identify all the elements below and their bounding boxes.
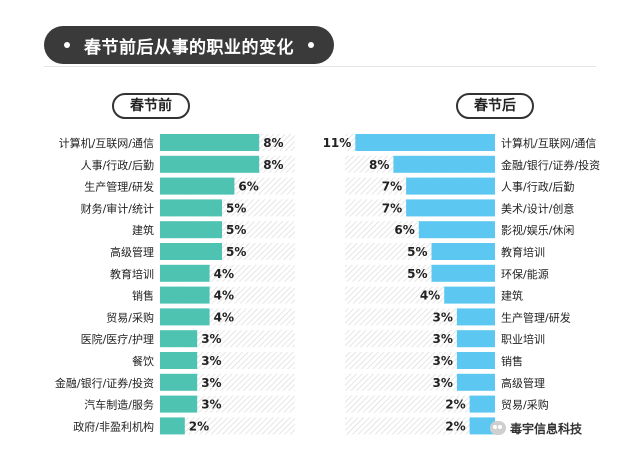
before-category-label: 高级管理 — [110, 245, 154, 259]
after-bar — [418, 221, 495, 239]
before-series: 计算机/互联网/通信 8% 人事/行政/后勤 8% 生产管理/研发 6% 财务/审计/统计 5… — [55, 134, 295, 435]
after-bar — [456, 308, 495, 326]
after-bar — [355, 134, 495, 151]
after-value-label: 5% — [407, 267, 427, 281]
before-category-label: 人事/行政/后勤 — [81, 158, 154, 172]
after-bar — [456, 373, 495, 391]
after-value-label: 2% — [445, 398, 465, 412]
after-category-label: 教育培训 — [501, 245, 545, 259]
after-value-label: 2% — [445, 419, 465, 433]
after-bar — [456, 352, 495, 369]
before-bar — [160, 373, 198, 391]
after-category-label: 销售 — [501, 354, 523, 368]
after-category-label: 职业培训 — [501, 332, 545, 346]
before-category-label: 建筑 — [132, 223, 154, 237]
before-value-label: 4% — [214, 310, 234, 324]
after-bar — [456, 330, 495, 348]
before-bar — [160, 330, 198, 348]
before-value-label: 3% — [201, 332, 221, 346]
after-bar — [444, 286, 495, 304]
title-underline — [44, 66, 596, 67]
after-category-label: 人事/行政/后勤 — [501, 180, 574, 194]
before-category-label: 财务/审计/统计 — [81, 201, 154, 215]
after-value-label: 6% — [394, 223, 414, 237]
after-category-label: 环保/能源 — [501, 267, 549, 281]
after-category-label: 计算机/互联网/通信 — [501, 136, 596, 150]
before-value-label: 4% — [214, 289, 234, 303]
before-tag: 春节前 — [112, 93, 190, 119]
after-bar — [431, 264, 495, 282]
before-bar — [160, 221, 222, 239]
after-category-label: 金融/银行/证券/投资 — [501, 158, 600, 172]
after-bar — [406, 199, 495, 217]
after-value-label: 3% — [433, 354, 453, 368]
after-bar-track — [345, 395, 495, 413]
before-bar — [160, 352, 198, 369]
before-category-label: 生产管理/研发 — [84, 180, 154, 194]
before-bar — [160, 286, 210, 304]
before-category-label: 贸易/采购 — [106, 310, 154, 324]
after-bar — [469, 395, 495, 413]
before-value-label: 8% — [263, 158, 283, 172]
after-bar — [406, 177, 495, 195]
after-value-label: 3% — [433, 332, 453, 346]
before-category-label: 计算机/互联网/通信 — [59, 136, 154, 150]
before-value-label: 3% — [201, 354, 221, 368]
before-bar — [160, 264, 210, 282]
before-category-label: 教育培训 — [110, 267, 154, 281]
before-category-label: 金融/银行/证券/投资 — [55, 376, 154, 390]
after-value-label: 8% — [369, 158, 389, 172]
before-value-label: 3% — [201, 398, 221, 412]
after-value-label: 5% — [407, 245, 427, 259]
before-bar — [160, 199, 222, 217]
before-bar — [160, 134, 260, 151]
after-bar — [469, 417, 495, 435]
before-bar — [160, 243, 222, 260]
after-series: 计算机/互联网/通信 11% 金融/银行/证券/投资 8% 人事/行政/后勤 7% 美术/设… — [323, 134, 600, 435]
after-value-label: 7% — [382, 201, 402, 215]
after-value-label: 3% — [433, 310, 453, 324]
title-banner: 春节前后从事的职业的变化 — [44, 26, 334, 64]
title-dot-right — [308, 42, 314, 48]
after-value-label: 3% — [433, 376, 453, 390]
before-bar — [160, 395, 198, 413]
before-category-label: 医院/医疗/护理 — [81, 332, 154, 346]
chart-title: 春节前后从事的职业的变化 — [84, 37, 294, 58]
after-value-label: 7% — [382, 180, 402, 194]
before-bar — [160, 155, 260, 173]
after-value-label: 4% — [420, 289, 440, 303]
before-value-label: 4% — [214, 267, 234, 281]
after-category-label: 美术/设计/创意 — [501, 201, 574, 215]
watermark: 毒宇信息科技 — [490, 419, 582, 437]
before-category-label: 汽车制造/服务 — [84, 398, 154, 412]
before-value-label: 6% — [238, 180, 258, 194]
after-category-label: 建筑 — [501, 289, 523, 303]
after-category-label: 贸易/采购 — [501, 398, 549, 412]
watermark-text: 毒宇信息科技 — [510, 421, 583, 436]
before-value-label: 5% — [226, 223, 246, 237]
before-value-label: 5% — [226, 245, 246, 259]
wechat-icon — [490, 421, 506, 435]
after-category-label: 生产管理/研发 — [501, 310, 571, 324]
after-bar-track — [345, 417, 495, 435]
after-category-label: 影视/娱乐/休闲 — [501, 223, 574, 237]
before-category-label: 销售 — [132, 289, 154, 303]
after-bar — [431, 243, 495, 260]
after-bar — [393, 155, 495, 173]
before-value-label: 8% — [263, 136, 283, 150]
title-dot-left — [64, 42, 70, 48]
before-bar — [160, 177, 235, 195]
after-tag: 春节后 — [456, 93, 534, 119]
before-value-label: 3% — [201, 376, 221, 390]
before-bar — [160, 308, 210, 326]
before-bar — [160, 417, 185, 435]
before-category-label: 餐饮 — [132, 354, 154, 368]
before-value-label: 5% — [226, 201, 246, 215]
before-category-label: 政府/非盈利机构 — [73, 419, 154, 433]
before-bar-track — [160, 417, 295, 435]
after-category-label: 高级管理 — [501, 376, 545, 390]
before-value-label: 2% — [189, 419, 209, 433]
after-value-label: 11% — [323, 136, 352, 150]
